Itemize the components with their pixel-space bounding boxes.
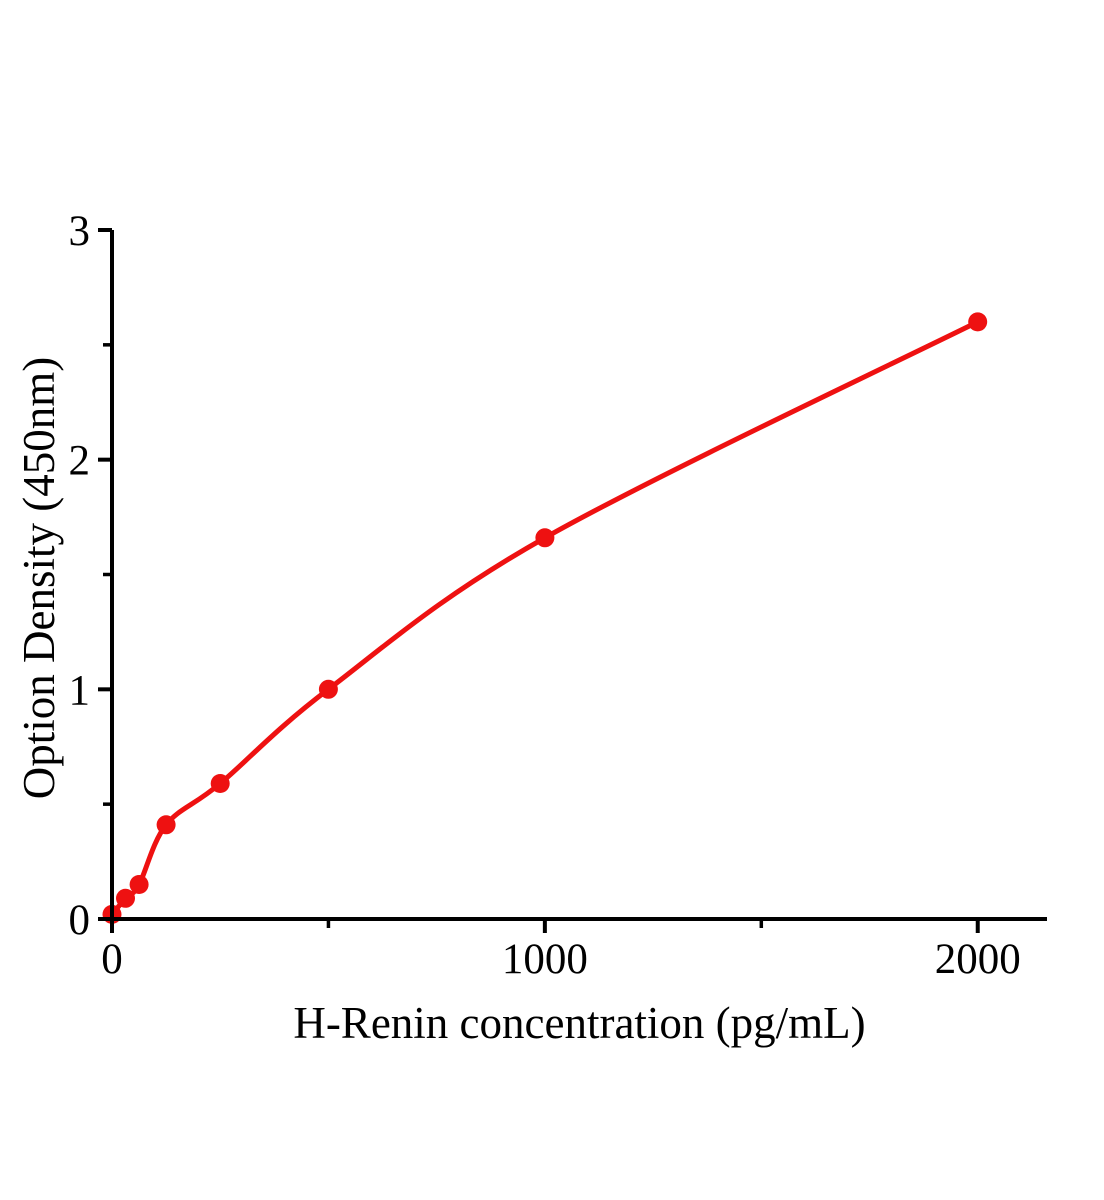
y-tick-label: 2 xyxy=(69,438,91,485)
data-point-marker xyxy=(116,888,135,908)
data-point-marker xyxy=(156,815,176,835)
data-point-marker xyxy=(318,679,338,699)
x-tick-label: 0 xyxy=(101,936,123,983)
x-tick-label: 1000 xyxy=(502,936,588,983)
y-axis-title: Option Density (450nm) xyxy=(14,356,64,800)
x-axis-title: H-Renin concentration (pg/mL) xyxy=(293,998,866,1048)
data-point-marker xyxy=(968,312,988,332)
y-tick-label: 1 xyxy=(69,667,91,714)
x-tick-label: 2000 xyxy=(935,936,1021,983)
y-tick-label: 3 xyxy=(69,208,91,255)
data-point-marker xyxy=(535,528,555,548)
data-point-marker xyxy=(129,875,149,894)
standard-curve-line xyxy=(109,319,981,917)
data-point-marker xyxy=(210,774,230,793)
axis-line xyxy=(110,230,1047,921)
y-tick-label: 0 xyxy=(69,897,91,944)
